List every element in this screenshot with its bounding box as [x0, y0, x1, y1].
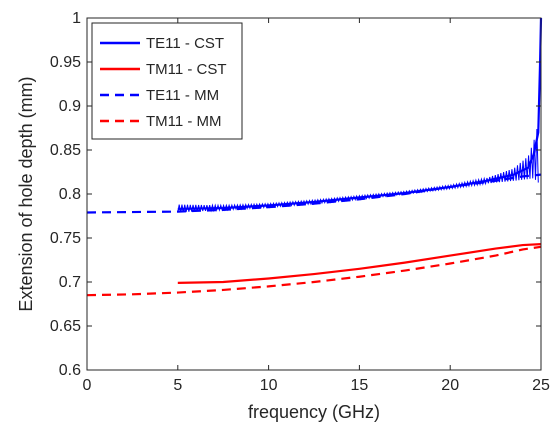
x-axis-label: frequency (GHz) — [248, 402, 380, 422]
series-line-tm11-mm — [86, 245, 542, 297]
y-tick-label: 0.75 — [50, 230, 81, 247]
x-tick-label: 0 — [83, 377, 92, 394]
legend-label: TM11 - CST — [146, 61, 227, 78]
y-tick-label: 0.8 — [59, 186, 81, 203]
series-layer — [86, 17, 543, 297]
series-tm11-mm — [86, 245, 542, 297]
tick-layer: 0 5 10 15 20 25 0.6 0.65 0.7 0.75 0.8 0.85 0.9 0.95 1 — [50, 10, 550, 394]
y-tick-label: 0.95 — [50, 54, 81, 71]
x-tick-label: 5 — [173, 377, 182, 394]
series-line-tm11-cst — [177, 243, 542, 284]
y-tick-label: 0.65 — [50, 318, 81, 335]
series-te11-mm — [86, 173, 542, 214]
y-tick-label: 0.9 — [59, 98, 81, 115]
legend-entry-te11-mm[interactable]: TE11 - MM — [100, 87, 219, 104]
y-tick-label: 1 — [72, 10, 81, 27]
x-tick-label: 15 — [351, 377, 369, 394]
legend-label: TE11 - CST — [146, 35, 224, 52]
series-line-te11-mm — [86, 173, 542, 214]
y-tick-label: 0.7 — [59, 274, 81, 291]
y-axis-label: Extension of hole depth (mm) — [16, 76, 36, 311]
legend-entry-tm11-mm[interactable]: TM11 - MM — [100, 113, 222, 130]
x-tick-label: 10 — [260, 377, 278, 394]
y-tick-label: 0.6 — [59, 362, 81, 379]
legend-label: TM11 - MM — [146, 113, 222, 130]
legend-entry-te11-cst[interactable]: TE11 - CST — [100, 35, 224, 52]
legend-entry-tm11-cst[interactable]: TM11 - CST — [100, 61, 227, 78]
legend-label: TE11 - MM — [146, 87, 219, 104]
x-tick-label: 25 — [532, 377, 550, 394]
legend[interactable]: TE11 - CST TM11 - CST TE11 - MM TM11 - MM — [91, 22, 243, 140]
series-tm11-cst — [177, 243, 542, 284]
y-tick-label: 0.85 — [50, 142, 81, 159]
x-tick-label: 20 — [441, 377, 459, 394]
